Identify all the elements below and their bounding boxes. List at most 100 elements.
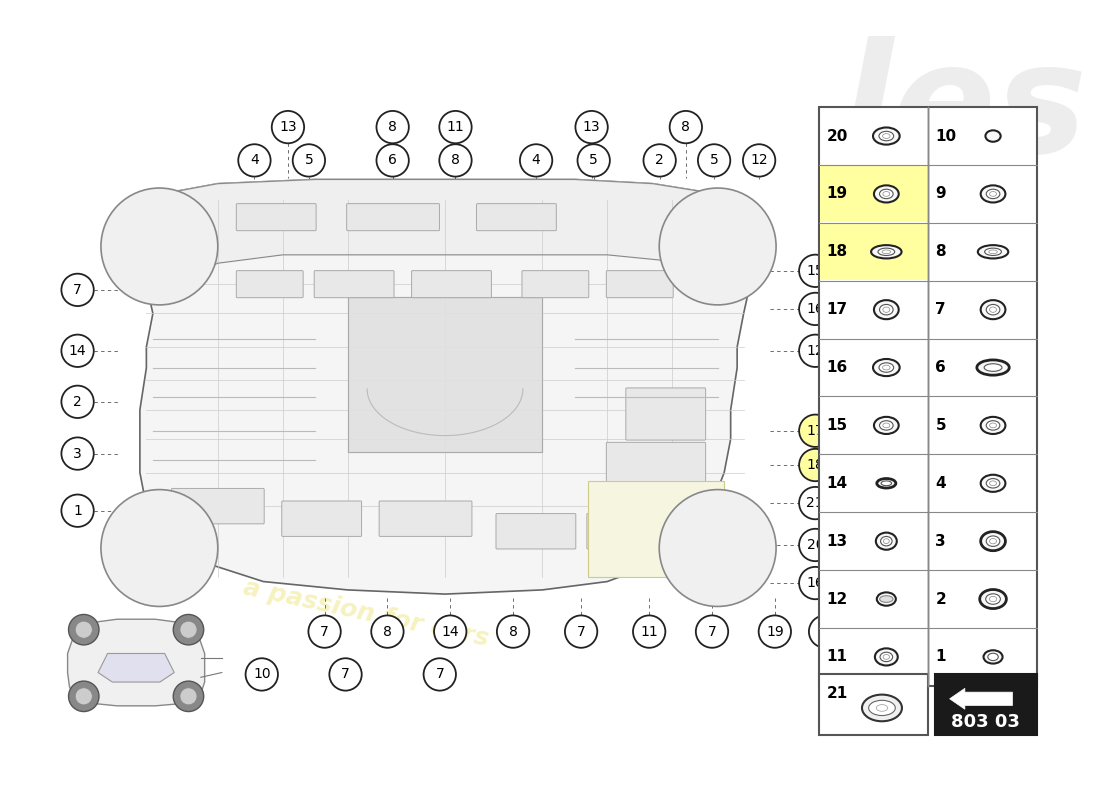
Polygon shape — [140, 179, 750, 594]
Text: 7: 7 — [576, 625, 585, 638]
Polygon shape — [348, 297, 542, 452]
Ellipse shape — [880, 305, 893, 315]
FancyBboxPatch shape — [315, 270, 394, 298]
Circle shape — [799, 449, 832, 482]
Circle shape — [799, 334, 832, 367]
Bar — [818, 107, 1036, 686]
Ellipse shape — [877, 705, 888, 711]
Ellipse shape — [871, 245, 902, 258]
Text: 4: 4 — [250, 154, 258, 167]
Ellipse shape — [874, 186, 899, 202]
FancyArrow shape — [949, 688, 1012, 710]
Text: 21: 21 — [806, 496, 824, 510]
Text: 5: 5 — [590, 154, 598, 167]
Ellipse shape — [880, 652, 892, 662]
Circle shape — [697, 144, 730, 177]
Text: 12: 12 — [826, 591, 848, 606]
Ellipse shape — [881, 481, 892, 486]
Circle shape — [742, 144, 775, 177]
FancyBboxPatch shape — [411, 270, 492, 298]
Ellipse shape — [880, 190, 893, 198]
Ellipse shape — [877, 592, 895, 606]
Circle shape — [62, 438, 94, 470]
Circle shape — [239, 144, 271, 177]
Text: 8: 8 — [821, 625, 829, 638]
Text: 10: 10 — [253, 667, 271, 682]
Ellipse shape — [873, 359, 900, 376]
Text: a passion for cars: a passion for cars — [295, 428, 711, 555]
FancyBboxPatch shape — [282, 501, 362, 537]
Ellipse shape — [882, 134, 890, 138]
Text: 19: 19 — [826, 186, 848, 202]
Circle shape — [799, 414, 832, 447]
Text: 7: 7 — [707, 625, 716, 638]
Text: 5: 5 — [710, 154, 718, 167]
Circle shape — [376, 111, 409, 143]
Circle shape — [293, 144, 326, 177]
Text: 16: 16 — [806, 302, 824, 316]
Text: 20: 20 — [806, 538, 824, 552]
Ellipse shape — [987, 190, 1000, 198]
Ellipse shape — [883, 538, 889, 543]
Ellipse shape — [862, 694, 902, 722]
Ellipse shape — [883, 307, 890, 312]
Text: 18: 18 — [826, 244, 848, 259]
Ellipse shape — [986, 594, 1000, 604]
Circle shape — [799, 529, 832, 561]
Circle shape — [759, 615, 791, 648]
Polygon shape — [587, 481, 724, 578]
Circle shape — [439, 144, 472, 177]
FancyBboxPatch shape — [476, 204, 557, 230]
Ellipse shape — [987, 305, 1000, 315]
Ellipse shape — [878, 248, 894, 255]
Bar — [935, 674, 1036, 735]
Ellipse shape — [987, 536, 1000, 546]
Text: 8: 8 — [388, 120, 397, 134]
Circle shape — [659, 490, 777, 606]
Ellipse shape — [986, 130, 1001, 142]
Circle shape — [68, 681, 99, 711]
Bar — [820, 224, 927, 280]
Polygon shape — [140, 179, 750, 284]
Circle shape — [434, 615, 466, 648]
FancyBboxPatch shape — [626, 388, 705, 440]
Circle shape — [245, 658, 278, 690]
Text: 803 03: 803 03 — [952, 713, 1021, 731]
Text: 2: 2 — [935, 591, 946, 606]
Ellipse shape — [881, 537, 892, 546]
Circle shape — [565, 615, 597, 648]
Ellipse shape — [990, 307, 997, 312]
Text: 14: 14 — [826, 476, 848, 490]
Text: 13: 13 — [826, 534, 848, 549]
Text: 3: 3 — [74, 446, 82, 461]
Circle shape — [173, 681, 204, 711]
Ellipse shape — [984, 364, 1002, 371]
Circle shape — [62, 386, 94, 418]
Text: 9: 9 — [935, 186, 946, 202]
Text: 12: 12 — [806, 344, 824, 358]
Ellipse shape — [977, 360, 1009, 375]
Text: 7: 7 — [320, 625, 329, 638]
Ellipse shape — [876, 533, 896, 550]
Circle shape — [497, 615, 529, 648]
Ellipse shape — [879, 131, 893, 141]
Circle shape — [68, 614, 99, 645]
Ellipse shape — [990, 423, 997, 428]
Text: 15: 15 — [806, 264, 824, 278]
Ellipse shape — [990, 481, 997, 486]
Text: 14: 14 — [441, 625, 459, 638]
FancyBboxPatch shape — [236, 204, 316, 230]
Circle shape — [376, 144, 409, 177]
Ellipse shape — [978, 245, 1009, 258]
Circle shape — [799, 293, 832, 325]
Text: 11: 11 — [826, 650, 847, 665]
Text: 17: 17 — [826, 302, 848, 317]
Ellipse shape — [990, 538, 997, 544]
Circle shape — [575, 111, 608, 143]
Text: 13: 13 — [583, 120, 601, 134]
Circle shape — [101, 188, 218, 305]
Text: 7: 7 — [341, 667, 350, 682]
Circle shape — [62, 274, 94, 306]
Circle shape — [696, 615, 728, 648]
Bar — [820, 166, 927, 222]
